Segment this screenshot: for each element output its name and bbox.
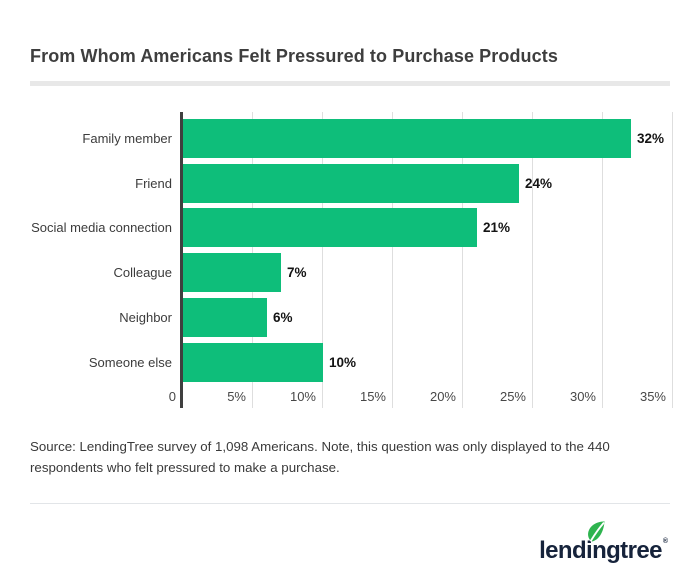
category-label: Neighbor [119, 310, 172, 325]
source-note: Source: LendingTree survey of 1,098 Amer… [30, 439, 610, 475]
category-labels-column: Family member Friend Social media connecti… [30, 112, 172, 408]
gridline-35 [671, 112, 673, 408]
category-label: Social media connection [31, 220, 172, 235]
bar [183, 208, 477, 247]
gridline-15 [391, 112, 393, 408]
logo-wordmark: lendingtree [539, 537, 662, 564]
category-label: Someone else [88, 355, 172, 370]
gridline-30 [601, 112, 603, 408]
plot-area: 0 5% 10% 15% 20% 25% 30% 35% 32% 24% 21% 7% 6% 10% [169, 112, 673, 408]
leaf-icon [588, 521, 605, 542]
category-label: Colleague [113, 265, 172, 280]
gridline-25 [531, 112, 533, 408]
bar [183, 253, 281, 292]
gridline-10 [321, 112, 323, 408]
x-tick-label-5: 5% [227, 389, 246, 404]
category-label: Friend [135, 176, 172, 191]
lendingtree-logo: lendingtree® [539, 521, 668, 570]
bar-chart: Family member Friend Social media connecti… [30, 112, 673, 412]
category-label: Family member [82, 131, 172, 146]
x-tick-label-0: 0 [168, 389, 176, 404]
bar [183, 119, 631, 158]
bar [183, 298, 267, 337]
x-tick-label-15: 15% [359, 389, 386, 404]
bar [183, 164, 519, 203]
x-tick-label-35: 35% [639, 389, 666, 404]
title-divider [30, 81, 670, 86]
value-label: 21% [483, 220, 511, 235]
chart-title: From Whom Americans Felt Pressured to Pu… [30, 46, 558, 66]
value-label: 6% [273, 310, 293, 325]
footer-divider [30, 503, 670, 504]
value-label: 32% [637, 131, 665, 146]
y-axis-line [180, 112, 183, 408]
x-tick-label-20: 20% [429, 389, 456, 404]
value-label: 24% [525, 176, 553, 191]
bar [183, 343, 323, 382]
value-label: 7% [287, 265, 307, 280]
x-tick-label-25: 25% [499, 389, 526, 404]
x-tick-label-30: 30% [569, 389, 596, 404]
value-label: 10% [329, 355, 357, 370]
gridline-20 [461, 112, 463, 408]
x-tick-label-10: 10% [289, 389, 316, 404]
registered-trademark-symbol: ® [662, 538, 668, 545]
